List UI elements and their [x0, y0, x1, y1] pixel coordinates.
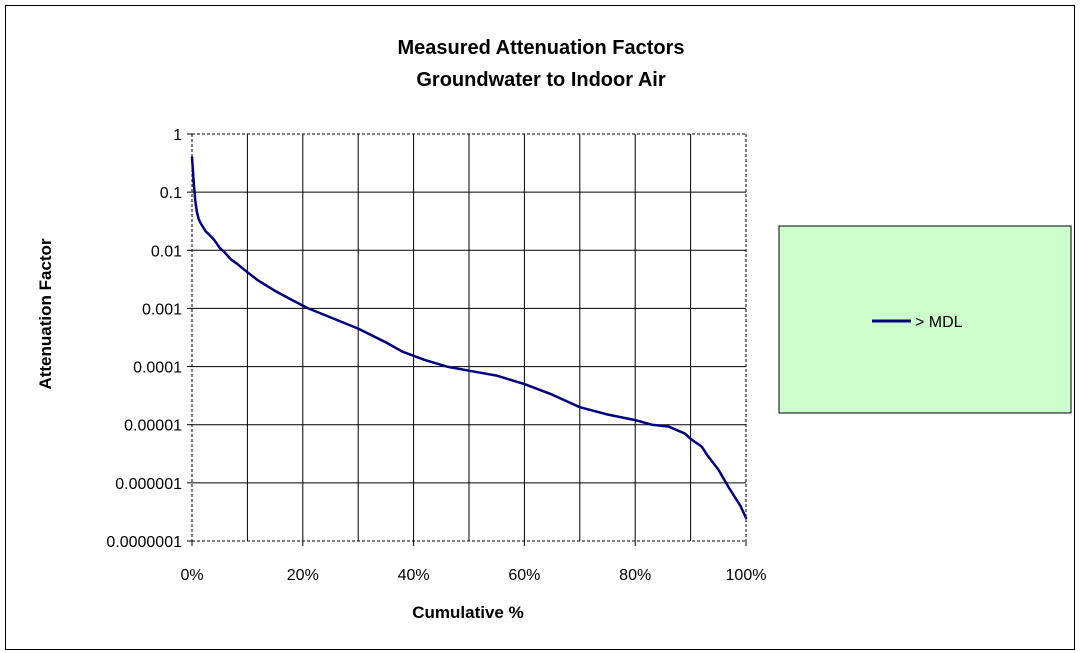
y-axis-title: Attenuation Factor — [36, 238, 55, 389]
y-tick-label: 0.0000001 — [106, 534, 182, 551]
x-tick-label: 60% — [508, 567, 540, 584]
x-tick-label: 0% — [180, 567, 203, 584]
y-tick-label: 0.001 — [142, 301, 182, 318]
series-line — [190, 155, 748, 520]
x-tick-label: 20% — [287, 567, 319, 584]
y-tick-label: 0.01 — [151, 243, 182, 260]
grid-layer — [191, 133, 747, 542]
chart-title: Measured Attenuation Factors — [397, 37, 684, 59]
y-tick-label: 1 — [173, 127, 182, 144]
chart-frame: Measured Attenuation Factors Groundwater… — [5, 5, 1075, 650]
chart-svg: Measured Attenuation Factors Groundwater… — [36, 37, 1072, 622]
chart-subtitle: Groundwater to Indoor Air — [416, 69, 665, 91]
y-tick-label: 0.1 — [160, 185, 182, 202]
x-tick-label: 40% — [398, 567, 430, 584]
legend: > MDL — [778, 225, 1072, 414]
x-axis-title: Cumulative % — [412, 603, 523, 622]
x-tick-label: 80% — [619, 567, 651, 584]
legend-box — [778, 225, 1072, 414]
y-tick-label: 0.0001 — [133, 360, 182, 377]
y-tick-label: 0.00001 — [124, 418, 182, 435]
legend-label: > MDL — [915, 314, 963, 331]
axis-layer: 1 0.1 0.01 0.001 0.0001 0.00001 0.000001 0.0000… — [106, 127, 766, 584]
series-layer — [190, 155, 748, 520]
x-tick-label: 100% — [726, 567, 767, 584]
y-tick-label: 0.000001 — [115, 476, 182, 493]
